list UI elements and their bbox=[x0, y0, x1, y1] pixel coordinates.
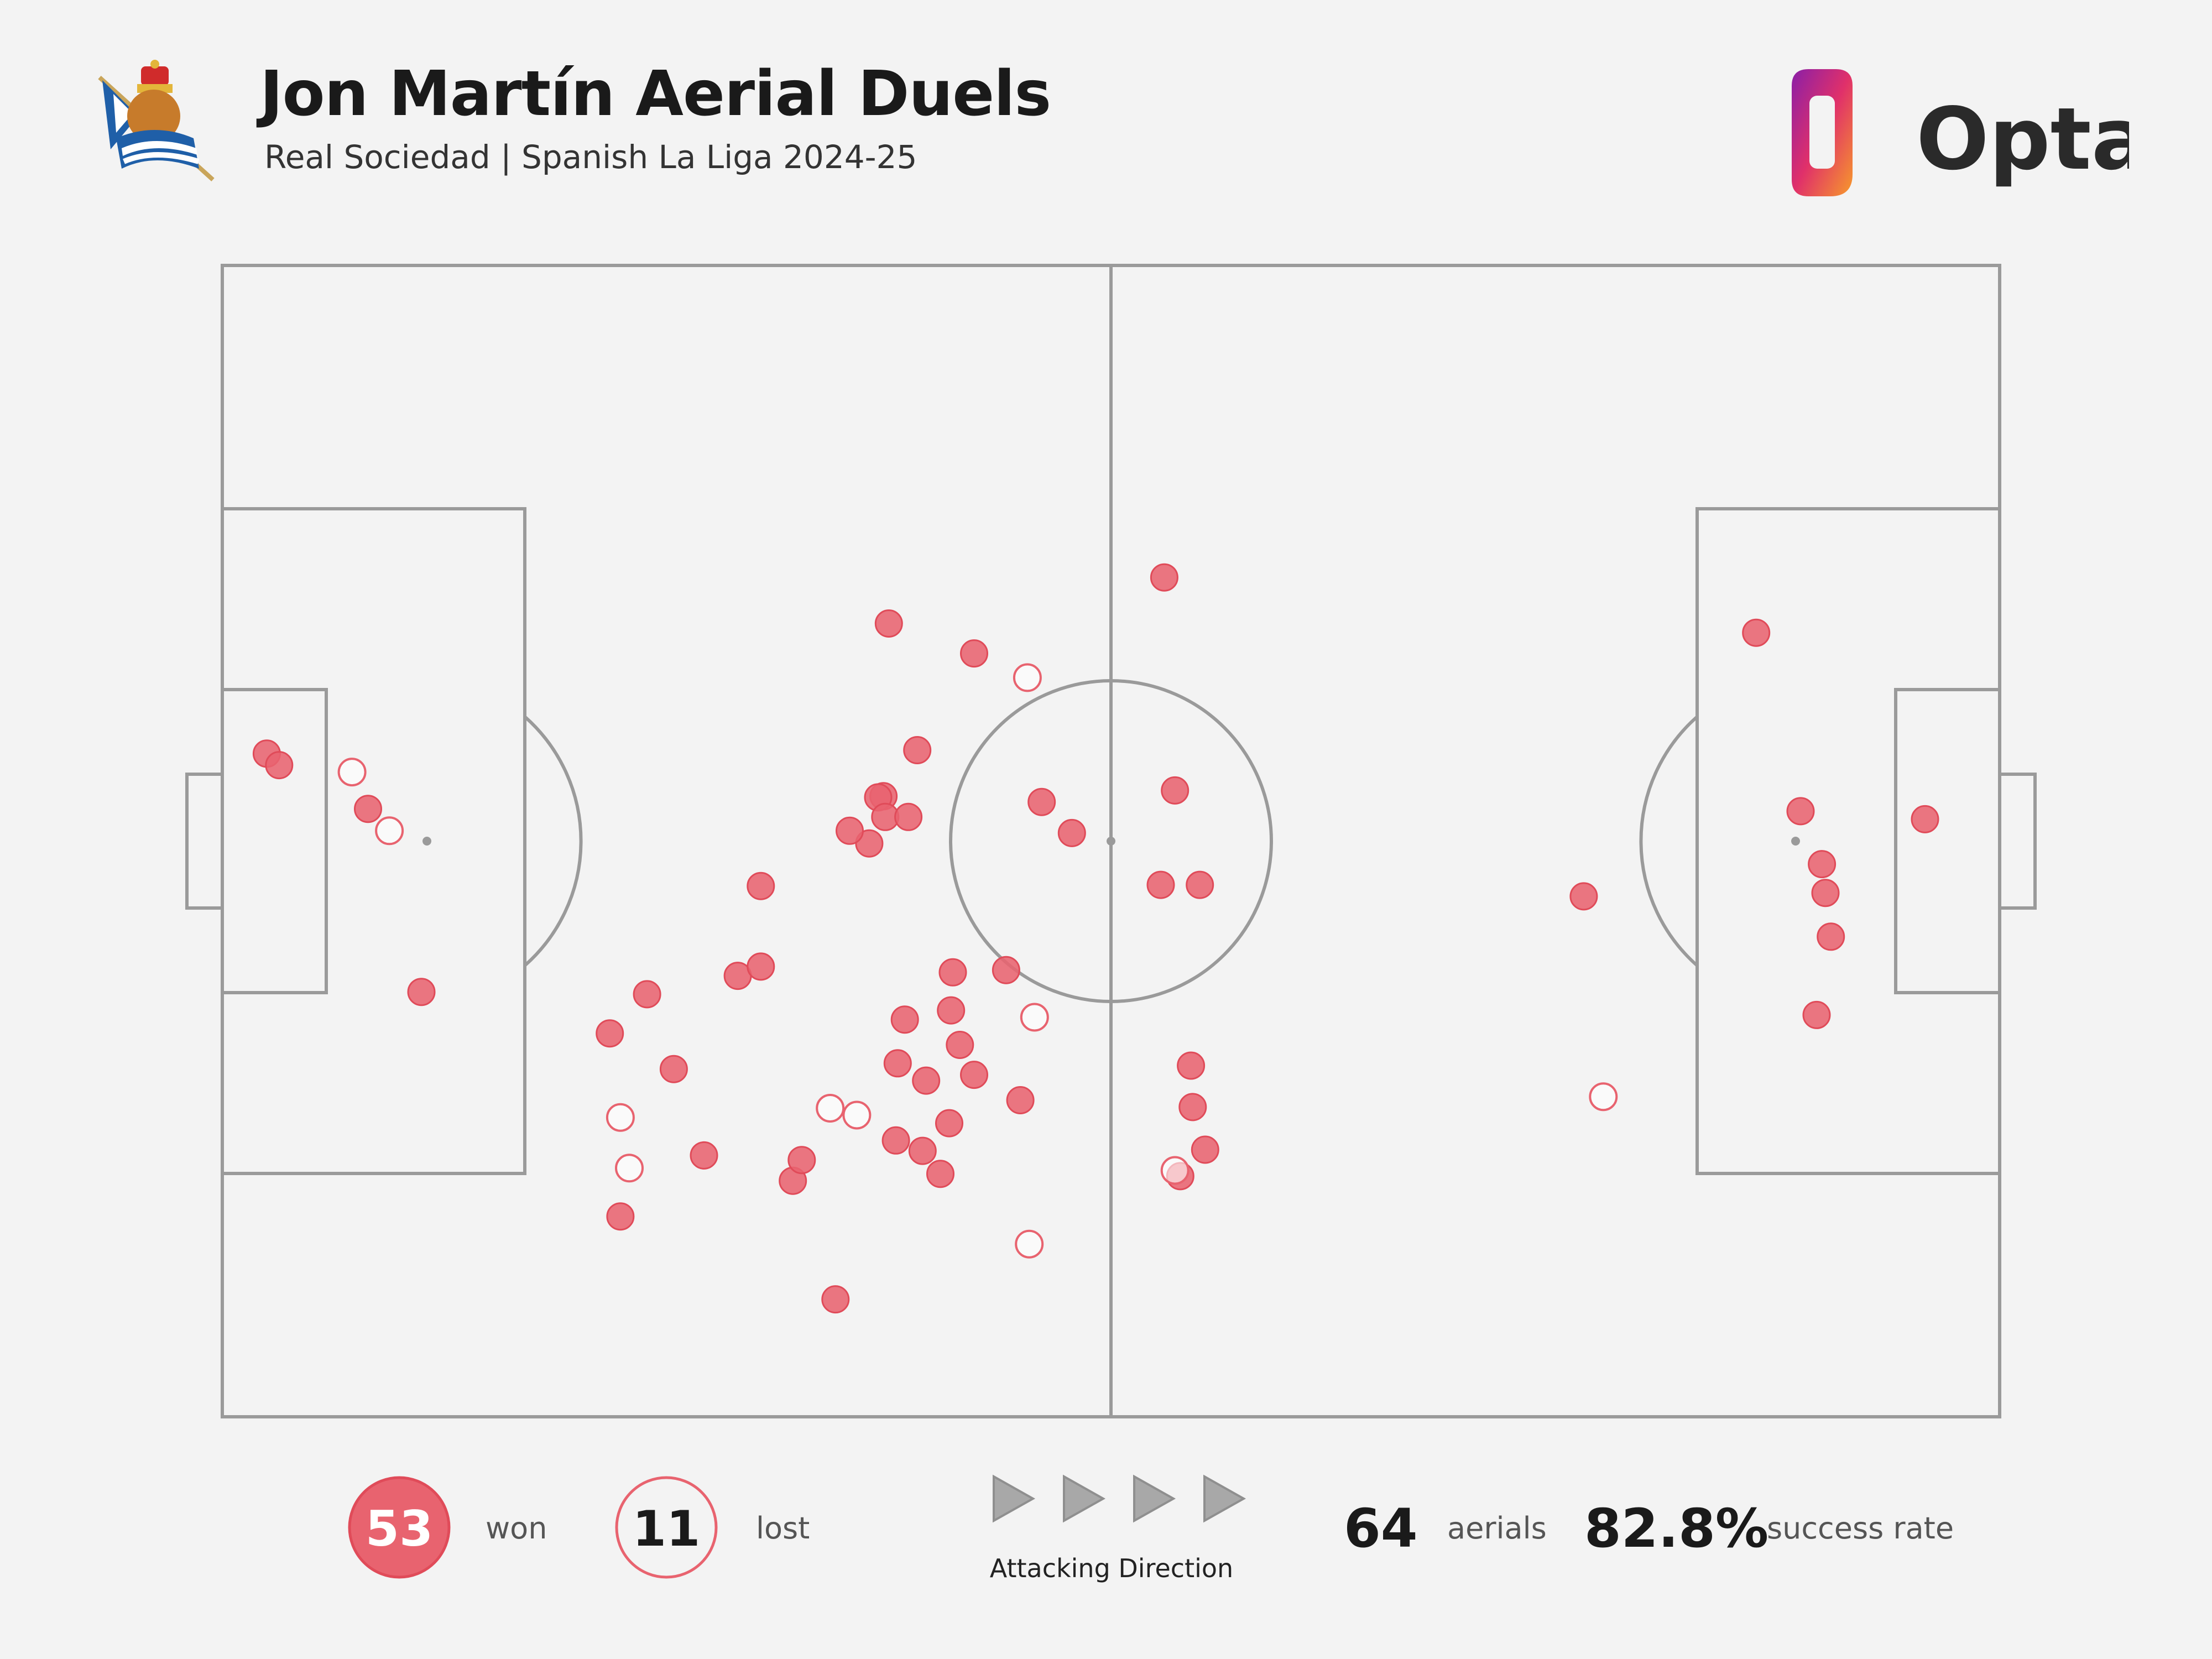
aerial-won-point-51 bbox=[1808, 850, 1837, 879]
aerial-won-point-39 bbox=[1057, 818, 1086, 847]
aerial-lost-point-11 bbox=[1589, 1082, 1618, 1112]
left-penalty-spot bbox=[422, 837, 431, 846]
centre-circle bbox=[949, 679, 1273, 1003]
aerial-won-point-53 bbox=[1817, 922, 1845, 951]
aerial-won-point-25 bbox=[890, 1005, 919, 1034]
aerial-won-point-27 bbox=[938, 958, 967, 987]
aerial-won-point-37 bbox=[1006, 1086, 1035, 1114]
aerial-won-point-42 bbox=[1146, 870, 1175, 899]
aerial-won-point-31 bbox=[912, 1066, 941, 1095]
aerial-won-point-40 bbox=[1150, 563, 1178, 592]
aerial-won-point-50 bbox=[1786, 797, 1815, 826]
aerial-won-point-5 bbox=[596, 1019, 624, 1048]
aerial-won-point-26 bbox=[883, 1049, 912, 1078]
aerial-won-point-33 bbox=[926, 1160, 954, 1188]
aerial-won-point-48 bbox=[1569, 882, 1598, 911]
brand-name: Opta bbox=[1916, 89, 2129, 189]
attacking-direction-label: Attacking Direction bbox=[990, 1553, 1233, 1583]
aerial-lost-point-2 bbox=[375, 816, 404, 846]
aerial-won-point-9 bbox=[747, 872, 775, 900]
left-goal bbox=[185, 773, 224, 910]
aerial-won-point-24 bbox=[960, 639, 988, 668]
club-crest-icon bbox=[98, 60, 215, 181]
total-aerials-label: aerials bbox=[1447, 1511, 1547, 1546]
aerial-won-point-35 bbox=[881, 1126, 910, 1155]
aerial-won-point-17 bbox=[836, 816, 864, 845]
lost-marker bbox=[615, 1476, 718, 1579]
aerial-won-point-7 bbox=[659, 1055, 688, 1083]
chart-subtitle: Real Sociedad | Spanish La Liga 2024-25 bbox=[264, 138, 917, 176]
duel-points bbox=[252, 563, 1939, 1314]
aerial-lost-point-7 bbox=[1013, 663, 1042, 692]
total-aerials-count: 64 bbox=[1344, 1498, 1418, 1559]
aerial-won-point-38 bbox=[1027, 787, 1056, 816]
lost-label: lost bbox=[756, 1511, 810, 1546]
arrow-right-icon bbox=[993, 1474, 1246, 1523]
chart-title: Jon Martín Aerial Duels bbox=[260, 58, 1051, 130]
aerial-won-point-55 bbox=[1911, 805, 1939, 833]
opta-logo-icon: Opta bbox=[1792, 69, 2129, 196]
aerial-won-point-6 bbox=[633, 980, 661, 1009]
aerial-won-point-14 bbox=[690, 1141, 718, 1170]
right-penalty-arc bbox=[1639, 715, 1698, 967]
aerial-won-point-36 bbox=[992, 956, 1020, 984]
aerial-won-point-34 bbox=[908, 1136, 937, 1165]
aerial-lost-point-5 bbox=[842, 1100, 872, 1130]
aerial-won-point-45 bbox=[1178, 1093, 1207, 1121]
aerial-lost-point-6 bbox=[816, 1094, 845, 1123]
success-rate-value: 82.8% bbox=[1584, 1498, 1768, 1559]
won-marker bbox=[348, 1476, 451, 1579]
aerial-won-point-44 bbox=[1177, 1051, 1206, 1080]
aerial-won-point-52 bbox=[1811, 879, 1840, 907]
centre-spot bbox=[1107, 837, 1115, 846]
aerial-lost-point-10 bbox=[1160, 1156, 1190, 1185]
aerial-won-point-15 bbox=[606, 1202, 635, 1231]
won-count: 53 bbox=[366, 1500, 433, 1557]
aerial-won-point-10 bbox=[747, 952, 775, 981]
aerial-won-point-41 bbox=[1161, 776, 1190, 805]
aerial-won-point-4 bbox=[407, 978, 436, 1006]
success-rate-label: success rate bbox=[1767, 1511, 1954, 1546]
aerial-won-point-49 bbox=[1742, 618, 1771, 647]
aerial-won-point-2 bbox=[265, 751, 294, 780]
aerial-won-point-16 bbox=[855, 829, 884, 858]
aerial-won-point-3 bbox=[354, 795, 382, 823]
pitch-markings bbox=[185, 264, 2037, 1418]
left-penalty-arc bbox=[524, 715, 583, 967]
aerial-won-point-30 bbox=[960, 1061, 988, 1089]
aerial-lost-point-8 bbox=[1020, 1003, 1049, 1032]
aerial-won-point-46 bbox=[1191, 1135, 1219, 1164]
aerial-won-point-21 bbox=[894, 802, 923, 831]
right-penalty-spot bbox=[1791, 837, 1800, 846]
aerial-lost-point-4 bbox=[615, 1154, 644, 1183]
aerial-won-point-32 bbox=[935, 1109, 963, 1138]
won-label: won bbox=[486, 1511, 547, 1546]
aerial-won-point-29 bbox=[946, 1031, 974, 1059]
aerial-lost-point-9 bbox=[1015, 1229, 1044, 1259]
right-goal bbox=[1998, 773, 2037, 910]
aerial-won-point-54 bbox=[1802, 1000, 1831, 1029]
aerial-lost-point-1 bbox=[337, 758, 367, 787]
aerial-won-point-28 bbox=[937, 996, 966, 1025]
aerial-won-point-22 bbox=[874, 609, 903, 638]
aerial-won-point-12 bbox=[787, 1146, 816, 1175]
aerial-won-point-43 bbox=[1186, 870, 1214, 899]
aerial-won-point-23 bbox=[903, 736, 932, 764]
lost-count: 11 bbox=[633, 1500, 700, 1557]
aerial-lost-point-3 bbox=[606, 1103, 635, 1132]
aerial-won-point-13 bbox=[821, 1285, 850, 1314]
